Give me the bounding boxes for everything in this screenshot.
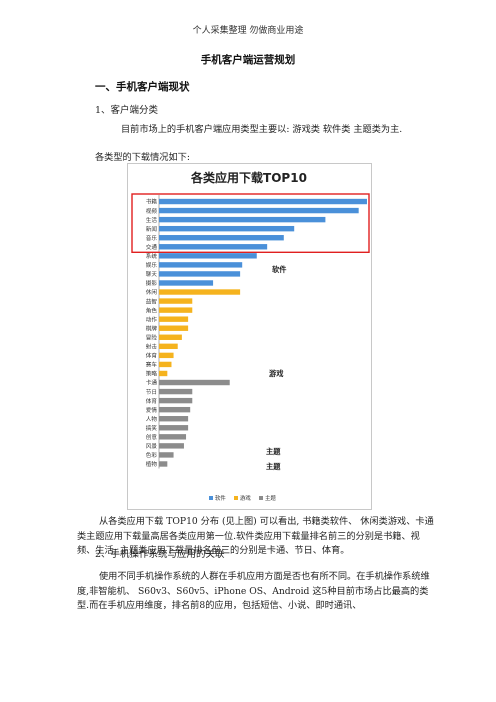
category-label: 冒险: [146, 333, 158, 341]
category-label: 聊天: [146, 270, 158, 278]
category-label: 系统: [146, 252, 158, 260]
bar-game: [159, 316, 189, 322]
bar-game: [159, 361, 172, 368]
bar-theme: [159, 434, 187, 440]
bar-software: [159, 207, 359, 214]
section-heading-1: 一、手机客户端现状: [95, 81, 190, 93]
category-label: 节日: [146, 388, 157, 396]
category-label: 休闲: [146, 288, 158, 296]
bar-game: [159, 289, 241, 295]
legend-swatch: [234, 496, 238, 500]
legend-label: 主题: [265, 494, 276, 502]
legend-label: 游戏: [240, 494, 251, 502]
category-label: 创意: [146, 433, 158, 441]
bar-theme: [159, 443, 184, 449]
paragraph-client-types: 目前市场上的手机客户端应用类型主要以: 游戏类 软件类 主题类为主.: [121, 124, 403, 135]
category-label: 棋牌: [146, 324, 158, 332]
category-label: 娱乐: [146, 261, 158, 269]
subsection-heading-client-types: 1、客户端分类: [95, 105, 159, 116]
bar-software: [159, 280, 214, 286]
chart-title: 各类应用下载TOP10: [190, 170, 307, 185]
bar-game: [159, 298, 193, 304]
annotation-label: 游戏: [269, 369, 284, 378]
category-label: 书籍: [146, 198, 158, 206]
legend-swatch: [259, 496, 263, 500]
bar-software: [159, 216, 326, 223]
paragraph-download-intro: 各类型的下载情况如下:: [95, 152, 190, 163]
category-label: 视频: [146, 207, 158, 215]
bar-software: [159, 271, 241, 277]
bar-game: [159, 370, 168, 377]
paragraph-os-relation: 使用不同手机操作系统的人群在手机应用方面是否也有所不同。在手机操作系统维度,非智…: [77, 571, 430, 611]
paragraph-chart-analysis: 从各类应用下载 TOP10 分布 (见上图) 可以看出, 书籍类软件、 休闲类游…: [77, 516, 434, 556]
category-label: 动作: [146, 315, 158, 323]
bar-theme: [159, 397, 193, 404]
bar-software: [159, 225, 295, 232]
category-label: 策略: [146, 370, 158, 378]
bar-software: [159, 235, 284, 241]
bar-game: [159, 307, 193, 313]
subsection-heading-os-relation: 2、手机操作系统与应用的关联: [95, 549, 225, 560]
legend-swatch: [209, 496, 213, 500]
bar-software: [159, 198, 367, 205]
category-label: 爱情: [146, 406, 158, 414]
category-label: 搞笑: [146, 424, 158, 432]
category-label: 体育: [146, 397, 158, 405]
category-label: 生活: [146, 216, 158, 224]
category-label: 赛车: [146, 361, 158, 369]
top10-downloads-chart: 各类应用下载TOP10 书籍视频生活新闻音乐交通系统娱乐聊天摄影休闲益智角色动作棋…: [131, 170, 370, 502]
bar-game: [159, 334, 182, 340]
category-label: 人物: [146, 415, 158, 423]
bar-software: [159, 262, 243, 268]
category-label: 交通: [146, 243, 158, 251]
bar-theme: [159, 452, 174, 458]
bar-game: [159, 343, 178, 350]
bar-theme: [159, 379, 230, 386]
category-label: 摄影: [146, 279, 158, 287]
bar-software: [159, 253, 257, 259]
category-label: 角色: [146, 306, 158, 314]
annotation-label: 主题: [266, 447, 281, 456]
category-label: 色彩: [146, 451, 158, 459]
category-label: 植物: [146, 460, 158, 468]
bar-theme: [159, 416, 189, 422]
category-label: 新闻: [146, 225, 158, 233]
bar-game: [159, 352, 174, 359]
category-label: 音乐: [146, 234, 158, 242]
annotation-label: 主题: [266, 462, 281, 471]
category-label: 卡通: [146, 379, 158, 387]
document-title: 手机客户端运营规划: [200, 54, 296, 66]
bar-theme: [159, 406, 191, 413]
category-label: 风景: [146, 443, 158, 450]
highlight-box: [131, 193, 370, 253]
category-label: 益智: [146, 297, 158, 305]
bar-theme: [159, 388, 193, 395]
category-label: 体育: [146, 352, 158, 360]
legend-label: 软件: [215, 494, 226, 502]
annotation-label: 软件: [272, 265, 286, 274]
category-label: 射击: [146, 343, 158, 351]
bar-theme: [159, 461, 168, 467]
bar-game: [159, 325, 189, 331]
header-note: 个人采集整理 勿做商业用途: [192, 26, 304, 36]
bar-theme: [159, 425, 189, 431]
bar-software: [159, 244, 268, 250]
